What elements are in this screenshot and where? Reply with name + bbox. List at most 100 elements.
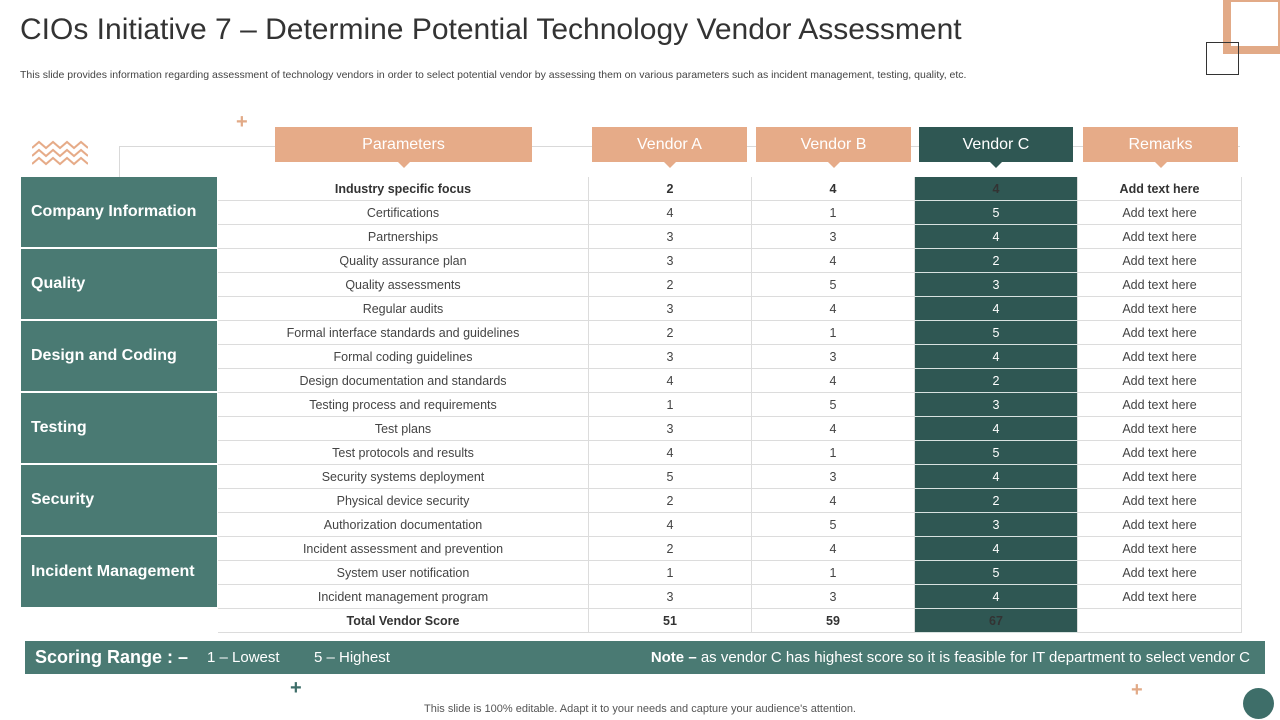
header-vendor-c-label: Vendor C bbox=[962, 135, 1030, 153]
table-cell-b: 5 bbox=[752, 393, 915, 417]
scoring-range-bar: Scoring Range : – 1 – Lowest 5 – Highest… bbox=[25, 641, 1265, 674]
header-pointer bbox=[663, 162, 676, 168]
table-cell-b: 1 bbox=[752, 561, 915, 585]
table-cell-c: 5 bbox=[915, 201, 1078, 225]
table-cell-param: Security systems deployment bbox=[218, 465, 589, 489]
table-cell-b: 3 bbox=[752, 465, 915, 489]
header-parameters-label: Parameters bbox=[362, 135, 445, 153]
scoring-highest: 5 – Highest bbox=[314, 649, 390, 666]
table-cell-param: Certifications bbox=[218, 201, 589, 225]
table-cell-remark: Add text here bbox=[1078, 489, 1242, 513]
table-cell-b: 3 bbox=[752, 345, 915, 369]
table-cell-c: 4 bbox=[915, 585, 1078, 609]
table-cell-b: 4 bbox=[752, 417, 915, 441]
table-cell-remark: Add text here bbox=[1078, 177, 1242, 201]
scoring-range-label: Scoring Range : – bbox=[35, 647, 189, 667]
header-pointer bbox=[397, 162, 410, 168]
table-cell-a: 3 bbox=[589, 249, 752, 273]
total-cell-c: 67 bbox=[915, 609, 1078, 633]
scoring-note: Note – as vendor C has highest score so … bbox=[651, 649, 1250, 666]
table-cell-b: 3 bbox=[752, 225, 915, 249]
table-cell-remark: Add text here bbox=[1078, 393, 1242, 417]
table-cell-remark: Add text here bbox=[1078, 537, 1242, 561]
table-cell-a: 1 bbox=[589, 561, 752, 585]
table-cell-c: 3 bbox=[915, 513, 1078, 537]
category-label: Incident Management bbox=[21, 537, 217, 609]
plus-icon: + bbox=[1131, 679, 1143, 701]
table-cell-param: Regular audits bbox=[218, 297, 589, 321]
table-cell-b: 4 bbox=[752, 297, 915, 321]
table-cell-param: Test protocols and results bbox=[218, 441, 589, 465]
note-label: Note – bbox=[650, 649, 697, 666]
table-cell-param: Authorization documentation bbox=[218, 513, 589, 537]
table-cell-param: Quality assurance plan bbox=[218, 249, 589, 273]
table-cell-b: 4 bbox=[752, 489, 915, 513]
table-cell-c: 5 bbox=[915, 321, 1078, 345]
table-cell-c: 2 bbox=[915, 489, 1078, 513]
plus-icon: + bbox=[236, 111, 248, 133]
table-cell-b: 1 bbox=[752, 201, 915, 225]
decorative-square-small bbox=[1206, 42, 1239, 75]
category-label: Design and Coding bbox=[21, 321, 217, 393]
category-label: Quality bbox=[21, 249, 217, 321]
page-title: CIOs Initiative 7 – Determine Potential … bbox=[20, 13, 962, 46]
header-pointer bbox=[1154, 162, 1167, 168]
total-cell-param: Total Vendor Score bbox=[218, 609, 589, 633]
table-cell-remark: Add text here bbox=[1078, 465, 1242, 489]
table-cell-c: 3 bbox=[915, 393, 1078, 417]
table-cell-a: 4 bbox=[589, 513, 752, 537]
table-cell-remark: Add text here bbox=[1078, 441, 1242, 465]
header-vendor-c: Vendor C bbox=[919, 127, 1073, 168]
table-cell-c: 2 bbox=[915, 249, 1078, 273]
category-label: Company Information bbox=[21, 177, 217, 249]
table-cell-remark: Add text here bbox=[1078, 417, 1242, 441]
header-vendor-a: Vendor A bbox=[592, 127, 747, 168]
table-cell-c: 5 bbox=[915, 561, 1078, 585]
table-cell-remark: Add text here bbox=[1078, 513, 1242, 537]
table-cell-c: 4 bbox=[915, 417, 1078, 441]
table-cell-param: Quality assessments bbox=[218, 273, 589, 297]
header-vendor-a-label: Vendor A bbox=[637, 135, 702, 153]
header-pointer bbox=[990, 162, 1002, 168]
table-cell-a: 3 bbox=[589, 417, 752, 441]
scoring-lowest: 1 – Lowest bbox=[207, 649, 280, 666]
table-cell-a: 3 bbox=[589, 297, 752, 321]
header-vendor-b: Vendor B bbox=[756, 127, 911, 168]
table-cell-a: 3 bbox=[589, 225, 752, 249]
total-cell-b: 59 bbox=[752, 609, 915, 633]
table-cell-param: Industry specific focus bbox=[218, 177, 589, 201]
table-cell-b: 1 bbox=[752, 441, 915, 465]
header-pointer bbox=[827, 162, 840, 168]
table-cell-c: 4 bbox=[915, 537, 1078, 561]
table-cell-a: 2 bbox=[589, 321, 752, 345]
table-cell-b: 4 bbox=[752, 369, 915, 393]
table-cell-c: 4 bbox=[915, 297, 1078, 321]
zigzag-icon bbox=[32, 140, 88, 166]
table-cell-remark: Add text here bbox=[1078, 201, 1242, 225]
category-label: Security bbox=[21, 465, 217, 537]
table-cell-b: 4 bbox=[752, 249, 915, 273]
header-vendor-b-label: Vendor B bbox=[800, 135, 867, 153]
table-cell-remark: Add text here bbox=[1078, 273, 1242, 297]
table-cell-param: Partnerships bbox=[218, 225, 589, 249]
table-cell-c: 4 bbox=[915, 465, 1078, 489]
table-cell-c: 4 bbox=[915, 345, 1078, 369]
table-cell-b: 1 bbox=[752, 321, 915, 345]
table-cell-a: 2 bbox=[589, 489, 752, 513]
table-cell-param: Incident assessment and prevention bbox=[218, 537, 589, 561]
table-cell-a: 5 bbox=[589, 465, 752, 489]
table-cell-a: 2 bbox=[589, 537, 752, 561]
table-cell-param: Physical device security bbox=[218, 489, 589, 513]
table-cell-param: Formal interface standards and guideline… bbox=[218, 321, 589, 345]
decorative-circle bbox=[1243, 688, 1274, 719]
table-cell-param: Testing process and requirements bbox=[218, 393, 589, 417]
table-cell-b: 5 bbox=[752, 273, 915, 297]
table-cell-c: 5 bbox=[915, 441, 1078, 465]
table-cell-a: 4 bbox=[589, 441, 752, 465]
table-cell-a: 3 bbox=[589, 585, 752, 609]
table-cell-remark: Add text here bbox=[1078, 585, 1242, 609]
table-cell-b: 3 bbox=[752, 585, 915, 609]
table-cell-remark: Add text here bbox=[1078, 345, 1242, 369]
table-cell-a: 4 bbox=[589, 369, 752, 393]
table-cell-a: 2 bbox=[589, 273, 752, 297]
